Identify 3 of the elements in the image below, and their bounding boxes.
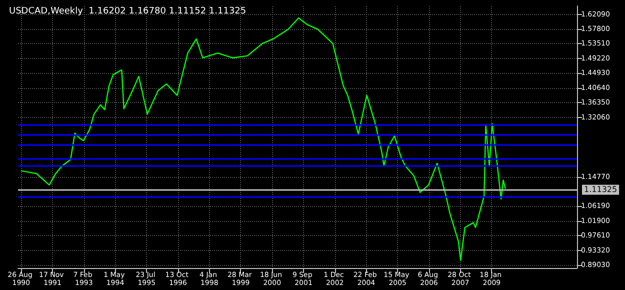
line-series (20, 17, 506, 262)
chart-title: USDCAD,Weekly 1.16202 1.16780 1.11152 1.11325 (9, 6, 246, 16)
ref-line-label: 1.11325 (584, 185, 618, 194)
